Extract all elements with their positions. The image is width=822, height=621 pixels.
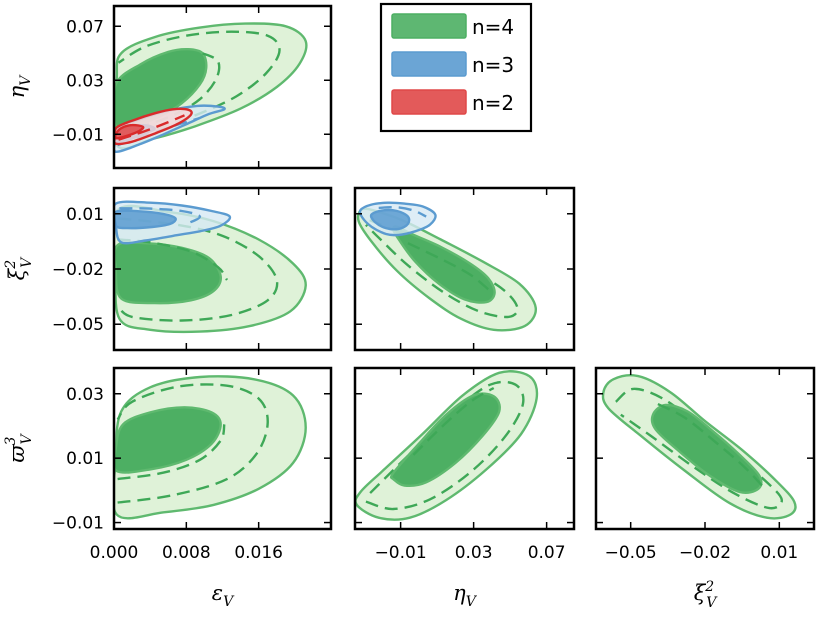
contour-n4-95-prior-1 (365, 219, 519, 319)
y-tick-label: 0.01 (66, 449, 104, 469)
panel-eta_V-vs-xi2_V (353, 186, 576, 352)
legend-label: n=4 (472, 15, 514, 39)
panel-frame (112, 366, 333, 531)
contour-n3-dash-6 (378, 206, 427, 218)
y-tick-label: −0.05 (52, 315, 104, 335)
y-axis-label: ϖ3V (3, 433, 35, 463)
y-axis-label-symbol: ϖ (5, 445, 29, 463)
panel-epsilon_V-vs-xi2_V: −0.05 −0.02 0.01 ξ2V (3, 186, 333, 352)
contour-n3-dash-6 (119, 207, 202, 225)
x-axis-label-subscript: V (223, 594, 235, 610)
x-axis-label: εV (212, 581, 235, 610)
y-axis-label: ξ2V (3, 256, 35, 281)
contour-n4-95-prior-1 (116, 383, 269, 504)
x-axis-label-symbol: η (453, 581, 466, 605)
legend-swatch (391, 51, 467, 77)
legend-label: n=3 (472, 53, 514, 77)
x-axis-label-subscript: V (466, 594, 478, 610)
y-tick-label: −0.01 (52, 125, 104, 145)
x-tick-label: 0.016 (234, 543, 283, 563)
x-axis-label: ηV (453, 581, 478, 610)
contours (355, 370, 539, 521)
contours (114, 375, 307, 520)
y-tick-label: 0.01 (66, 205, 104, 225)
x-tick-label: −0.02 (679, 543, 731, 563)
y-tick-label: −0.02 (52, 260, 104, 280)
contours (601, 374, 797, 520)
contour-n4-68-2 (389, 392, 501, 487)
x-tick-label: −0.05 (605, 543, 657, 563)
y-axis-label-subscript: V (19, 256, 35, 268)
x-tick-label: 0.03 (455, 543, 493, 563)
y-tick-label: 0.07 (66, 17, 104, 37)
x-tick-label: 0.01 (760, 543, 798, 563)
x-tick-label: −0.01 (375, 543, 427, 563)
panel-frame (353, 366, 576, 531)
x-axis-label-symbol: ε (212, 581, 223, 605)
x-axis-label-subscript: V (706, 595, 718, 611)
legend-swatch (391, 89, 467, 115)
contour-n4-68-2 (114, 406, 222, 474)
panel-epsilon_V-vs-eta_V: −0.01 0.03 0.07 ηV (5, 4, 333, 170)
y-axis-label-superscript: 3 (3, 436, 19, 445)
x-axis-label-symbol: ξ (694, 581, 707, 605)
y-tick-label: 0.03 (66, 71, 104, 91)
y-axis-label-subscript: V (19, 433, 35, 445)
contour-n4-68-prior-3 (117, 424, 226, 481)
contour-n3-68-5 (114, 209, 177, 230)
y-axis-label-subscript: V (18, 74, 34, 86)
x-axis-label: ξ2 V (694, 579, 719, 611)
contour-n2-95-7 (114, 107, 193, 146)
contour-n4-68-prior-3 (412, 386, 495, 456)
contour-n4-68-2 (392, 225, 496, 304)
contours (356, 201, 537, 332)
legend-label: n=2 (472, 91, 514, 115)
x-tick-label: 0.008 (162, 543, 211, 563)
x-axis-label-superscript: 2 (704, 579, 714, 595)
contour-n4-95-prior-1 (615, 387, 783, 510)
contour-n4-68-prior-3 (657, 403, 763, 487)
contour-n4-68-2 (114, 241, 222, 305)
contour-n3-68-5 (369, 208, 411, 231)
y-axis-label: ηV (5, 74, 34, 99)
panel-frame (112, 4, 333, 170)
legend-swatch (391, 13, 467, 39)
contour-n4-68-prior-3 (407, 242, 489, 291)
y-tick-label: −0.01 (52, 514, 104, 534)
y-axis-label-superscript: 2 (3, 260, 19, 270)
contour-n2-dash-9 (118, 114, 185, 141)
panel-eta_V-vs-varpi3_V: −0.01 0.03 0.07 ηV (353, 366, 576, 610)
x-tick-label: 0.07 (528, 543, 566, 563)
contours (114, 200, 307, 334)
contours (114, 22, 308, 154)
x-tick-label: 0.000 (90, 543, 139, 563)
legend: n=4 n=3 n=2 (379, 2, 533, 133)
y-axis-label-symbol: ξ (5, 267, 29, 280)
y-tick-label: 0.03 (66, 385, 104, 405)
y-axis-label-symbol: η (5, 85, 29, 98)
panel-xi2_V-vs-varpi3_V: −0.05 −0.02 0.01 ξ2 V (594, 366, 816, 611)
